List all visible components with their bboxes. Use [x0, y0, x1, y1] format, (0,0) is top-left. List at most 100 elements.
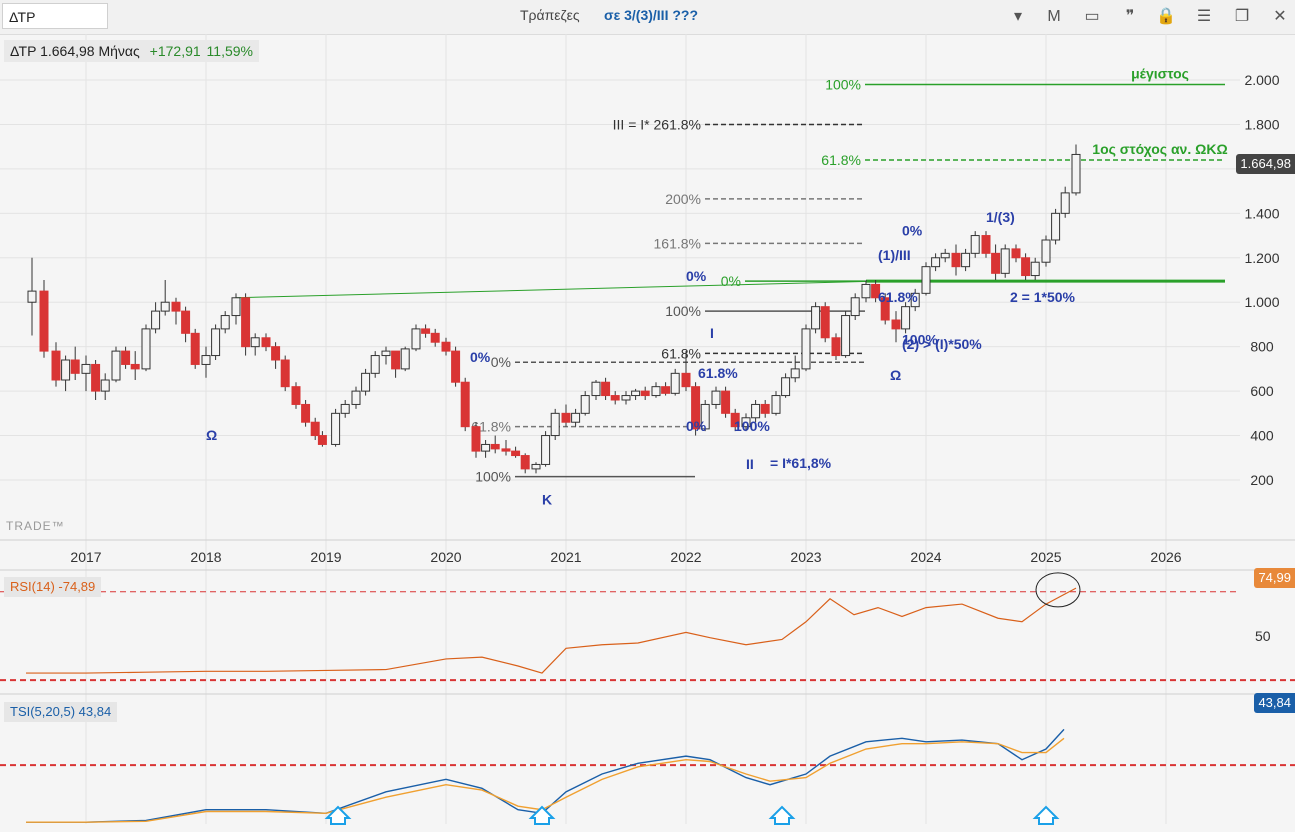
candle-body — [361, 372, 371, 392]
candle-body — [931, 257, 941, 268]
menu-icon[interactable]: ☰ — [1196, 8, 1212, 25]
top-toolbar: ΔΤΡ Τράπεζες σε 3/(3)/III ??? ▾ M ▭ ❞ 🔒 … — [0, 0, 1295, 35]
lock-icon[interactable]: 🔒 — [1156, 8, 1176, 25]
info-period: Μήνας — [98, 43, 140, 59]
y-tick-label: 1.800 — [1244, 116, 1279, 132]
candle-body — [610, 395, 620, 401]
annotation-label: (2) > (I)*50% — [902, 336, 982, 352]
candle-body — [820, 306, 830, 339]
candle-body — [381, 350, 391, 357]
candle-body — [317, 435, 327, 445]
candle-body — [1051, 212, 1061, 241]
candle-body — [370, 355, 380, 374]
candle-body — [471, 426, 481, 452]
candle-body — [801, 328, 811, 370]
candles — [27, 144, 1081, 474]
candle-body — [1030, 261, 1040, 277]
candle-body — [831, 337, 841, 357]
tsi-signal-line — [26, 737, 1065, 823]
candle-body — [550, 412, 560, 437]
candle-body — [70, 359, 80, 374]
fib-level-label: 200% — [665, 191, 701, 207]
candle-body — [811, 306, 821, 330]
watermark: TRADE™ — [6, 519, 65, 533]
candle-body — [121, 350, 131, 365]
candle-body — [790, 368, 800, 379]
candle-body — [351, 390, 361, 405]
candle-body — [721, 390, 731, 414]
arrow-up-icon — [324, 805, 352, 825]
candle-body — [160, 301, 170, 312]
time-axis: 2017 2018 2019 2020 2021 2022 2023 2024 2025 2026 — [70, 549, 1181, 565]
restore-icon[interactable]: ❐ — [1234, 8, 1250, 25]
candle-body — [901, 306, 911, 330]
rsi-highlight-circle — [1035, 572, 1081, 608]
candle-body — [961, 252, 971, 268]
candle-body — [1060, 192, 1070, 214]
rsi-value-tag: 74,99 — [1254, 568, 1295, 588]
candle-body — [951, 252, 961, 268]
annotation-label: 61.8% — [698, 365, 738, 381]
x-tick-label: 2023 — [790, 549, 821, 565]
candle-body — [640, 390, 650, 397]
candle-body — [1071, 153, 1081, 194]
chart-area[interactable]: 100% μέγιστος III = I* 261.8% 61.8% 1ος στόχ… — [0, 34, 1295, 832]
fib-level-label: 0% — [721, 273, 741, 289]
candle-body — [91, 363, 101, 392]
candle-body — [511, 450, 521, 457]
x-tick-label: 2024 — [910, 549, 941, 565]
candle-body — [1011, 248, 1021, 259]
candle-body — [531, 463, 541, 470]
bar-chart-icon[interactable]: ▭ — [1084, 8, 1100, 25]
candle-body — [631, 390, 641, 397]
candle-body — [700, 403, 710, 430]
fib-level-label: 100% — [475, 469, 511, 485]
tsi-value-tag: 43,84 — [1254, 693, 1295, 713]
y-tick-label: 400 — [1250, 428, 1274, 444]
candle-body — [661, 386, 671, 394]
quote-icon[interactable]: ❞ — [1125, 8, 1135, 25]
candle-body — [391, 350, 401, 370]
candle-body — [571, 412, 581, 423]
fib-levels: 100% μέγιστος III = I* 261.8% 61.8% 1ος στόχ… — [235, 65, 1228, 485]
info-change: +172,91 — [149, 43, 201, 59]
candle-body — [981, 235, 991, 254]
annotation-label: II — [746, 456, 754, 472]
candle-body — [261, 337, 271, 348]
candle-body — [841, 315, 851, 357]
candle-body — [27, 290, 37, 303]
candle-body — [190, 332, 200, 365]
candle-body — [171, 301, 181, 312]
y-tick-label: 1.400 — [1244, 205, 1279, 221]
candle-body — [771, 395, 781, 414]
rsi-line — [26, 587, 1077, 674]
period-button[interactable]: M — [1047, 8, 1061, 25]
annotation-label: K — [542, 491, 552, 507]
tsi-panel — [0, 728, 1295, 825]
candle-body — [141, 328, 151, 370]
candle-body — [241, 297, 251, 348]
candle-body — [561, 412, 571, 423]
annotation-label: 100% — [734, 418, 770, 434]
y-tick-label: 600 — [1250, 383, 1274, 399]
candle-body — [651, 386, 661, 397]
candle-body — [921, 266, 931, 294]
x-tick-label: 2021 — [550, 549, 581, 565]
candle-body — [880, 297, 890, 321]
candle-body — [730, 412, 740, 428]
candle-body — [100, 379, 110, 392]
candle-body — [400, 348, 410, 370]
symbol-input[interactable]: ΔΤΡ — [2, 3, 108, 29]
close-icon[interactable]: ✕ — [1273, 8, 1287, 25]
candle-body — [220, 315, 230, 330]
arrow-up-icon — [528, 805, 556, 825]
candle-body — [481, 443, 491, 452]
chevron-down-icon[interactable]: ▾ — [1013, 8, 1023, 25]
candle-body — [81, 363, 91, 374]
annotation-label: 100% — [902, 331, 938, 347]
annotation-label: 0% — [686, 418, 707, 434]
fib-level-label: 61.8% — [471, 419, 511, 435]
x-tick-label: 2022 — [670, 549, 701, 565]
annotation-label: 1/(3) — [986, 209, 1015, 225]
candle-body — [430, 332, 440, 343]
